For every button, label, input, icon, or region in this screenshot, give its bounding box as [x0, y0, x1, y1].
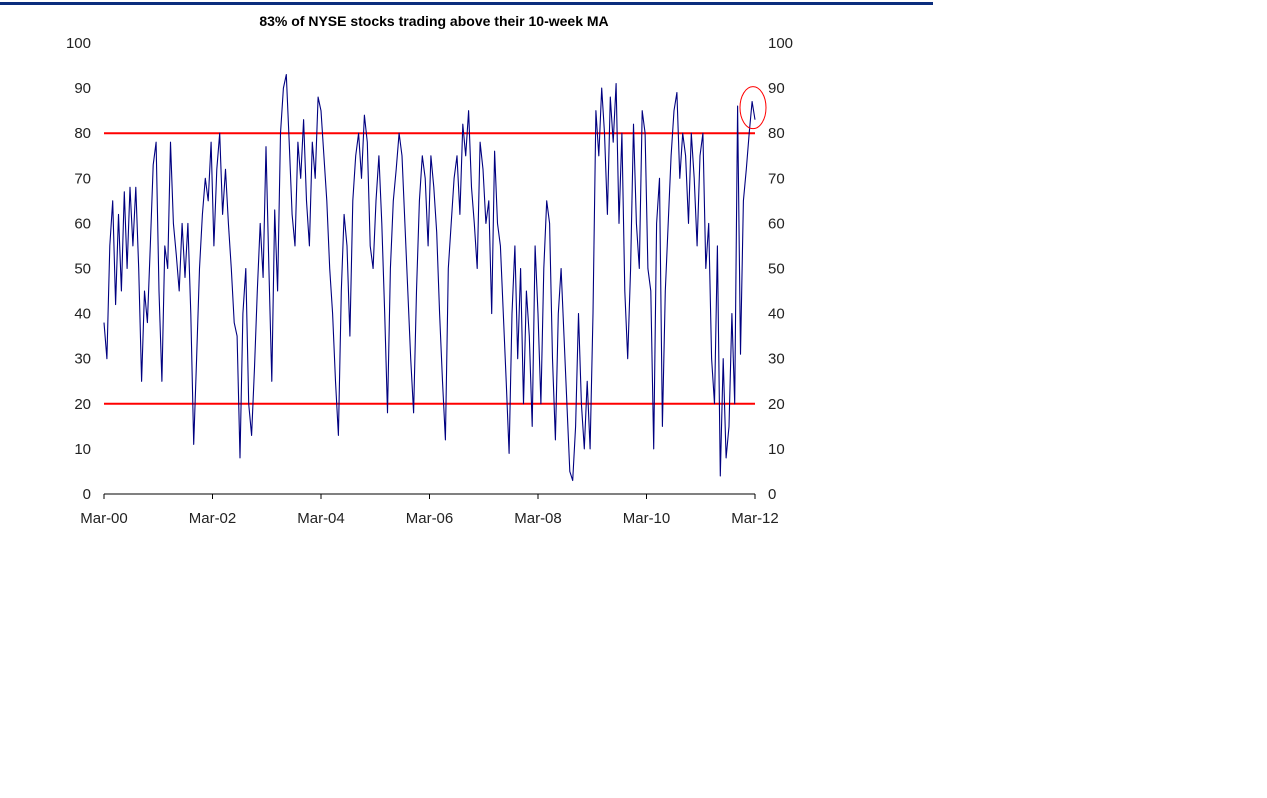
y-tick-label-right: 30	[768, 351, 785, 368]
y-tick-label-right: 70	[768, 170, 785, 187]
x-tick-label: Mar-06	[406, 510, 454, 527]
y-tick-label-left: 60	[74, 215, 91, 232]
y-tick-label-left: 70	[74, 170, 91, 187]
x-tick-label: Mar-02	[189, 510, 237, 527]
x-tick-label: Mar-12	[731, 510, 779, 527]
highlight-ellipse	[739, 86, 767, 130]
y-tick-label-left: 20	[74, 396, 91, 413]
x-tick-label: Mar-04	[297, 510, 345, 527]
y-tick-label-right: 100	[768, 35, 793, 52]
y-tick-label-left: 100	[66, 35, 91, 52]
y-tick-label-right: 50	[768, 261, 785, 278]
y-axis-left: 0 10 20 30 40 50 60 70 80 90 100	[66, 35, 91, 503]
reference-lines	[104, 132, 755, 405]
y-tick-label-left: 30	[74, 351, 91, 368]
y-tick-label-left: 50	[74, 261, 91, 278]
y-tick-label-left: 90	[74, 80, 91, 97]
y-tick-label-right: 20	[768, 396, 785, 413]
y-tick-label-right: 40	[768, 306, 785, 323]
y-tick-label-left: 40	[74, 306, 91, 323]
series-line	[103, 74, 756, 482]
header-rule	[0, 2, 933, 5]
x-tick-label: Mar-08	[514, 510, 562, 527]
y-tick-label-right: 10	[768, 441, 785, 458]
y-tick-label-left: 10	[74, 441, 91, 458]
x-tick-label: Mar-10	[623, 510, 671, 527]
y-tick-label-right: 60	[768, 215, 785, 232]
series-group	[103, 74, 756, 482]
y-axis-right: 0 10 20 30 40 50 60 70 80 90 100	[768, 35, 793, 503]
annotation-group	[739, 86, 767, 130]
y-tick-label-right: 90	[768, 80, 785, 97]
chart-title: 83% of NYSE stocks trading above their 1…	[259, 13, 609, 29]
y-tick-label-right: 0	[768, 486, 776, 503]
x-axis: Mar-00 Mar-02 Mar-04 Mar-06 Mar-08 Mar-10 Mar-…	[80, 493, 779, 527]
y-tick-label-right: 80	[768, 125, 785, 142]
y-tick-label-left: 0	[83, 486, 91, 503]
x-tick-label: Mar-00	[80, 510, 128, 527]
y-tick-label-left: 80	[74, 125, 91, 142]
